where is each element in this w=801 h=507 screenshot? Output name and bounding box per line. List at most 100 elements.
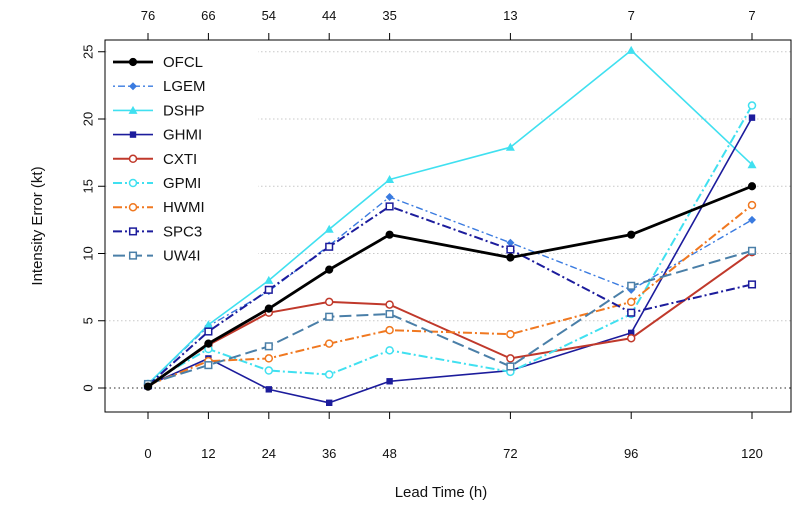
series-line xyxy=(147,117,753,404)
legend-marker xyxy=(129,131,137,138)
data-point xyxy=(747,246,757,255)
plot-frame xyxy=(104,39,792,413)
data-point xyxy=(385,325,394,335)
data-point xyxy=(747,200,757,210)
top-count-label: 35 xyxy=(382,8,396,23)
grid-lines xyxy=(105,51,791,389)
y-axis: 0 5 10 15 20 25 xyxy=(80,45,105,392)
x-tick-label: 96 xyxy=(624,446,638,461)
series-line xyxy=(147,249,753,385)
top-count-label: 13 xyxy=(503,8,517,23)
legend-label: LGEM xyxy=(163,78,206,95)
legend-marker xyxy=(128,105,138,114)
data-point xyxy=(506,238,515,247)
data-point xyxy=(264,366,274,375)
legend-marker xyxy=(128,251,138,260)
y-axis-title: Intensity Error (kt) xyxy=(29,166,46,285)
data-point xyxy=(385,202,394,211)
legend-marker xyxy=(128,57,138,67)
x-tick-label: 0 xyxy=(144,446,151,461)
data-point xyxy=(506,362,515,371)
series-line xyxy=(147,105,753,385)
data-point xyxy=(748,215,756,224)
data-point xyxy=(326,399,333,406)
y-tick-label: 0 xyxy=(80,384,95,391)
legend-item-ghmi: GHMI xyxy=(113,127,202,144)
data-point xyxy=(324,370,334,379)
data-point xyxy=(506,354,515,363)
legend-label: HWMI xyxy=(163,199,205,216)
legend-label: GHMI xyxy=(163,127,202,144)
legend-item-cxti: CXTI xyxy=(113,151,197,168)
x-tick-label: 72 xyxy=(503,446,517,461)
legend-label: SPC3 xyxy=(163,223,202,240)
series-line xyxy=(147,184,753,388)
data-point xyxy=(143,382,153,391)
data-point xyxy=(747,280,757,289)
top-count-label: 54 xyxy=(262,8,276,23)
data-point xyxy=(386,378,393,385)
data-point xyxy=(747,101,757,110)
x-tick-label: 24 xyxy=(262,446,276,461)
legend-item-hwmi: HWMI xyxy=(113,199,205,216)
legend-item-gpmi: GPMI xyxy=(113,175,201,192)
top-count-label: 66 xyxy=(201,8,215,23)
top-count-label: 76 xyxy=(141,8,155,23)
data-point xyxy=(264,304,273,313)
data-point xyxy=(385,309,394,319)
data-point xyxy=(264,275,274,284)
data-point xyxy=(325,242,334,251)
y-tick-label: 5 xyxy=(80,317,95,324)
top-count-label: 44 xyxy=(322,8,336,23)
series-lines xyxy=(143,45,757,406)
legend-label: CXTI xyxy=(163,151,197,168)
data-point xyxy=(505,142,515,151)
data-point xyxy=(325,265,334,274)
data-point xyxy=(626,45,636,54)
data-point xyxy=(627,308,636,317)
y-tick-label: 25 xyxy=(80,45,95,59)
legend-item-uw4i: UW4I xyxy=(113,248,201,265)
series-line xyxy=(147,49,753,385)
data-point xyxy=(748,114,756,121)
top-count-label: 7 xyxy=(628,8,635,23)
x-axis: 0 12 24 36 48 72 96 120 xyxy=(144,412,763,461)
data-point xyxy=(325,312,334,321)
data-point xyxy=(627,230,636,239)
data-point xyxy=(626,333,636,343)
legend-item-ofcl: OFCL xyxy=(113,54,203,71)
x-tick-label: 48 xyxy=(382,446,396,461)
x-tick-label: 120 xyxy=(741,446,763,461)
data-point xyxy=(506,253,515,262)
data-point xyxy=(385,175,395,184)
legend-label: OFCL xyxy=(163,54,203,71)
legend-marker xyxy=(128,178,138,188)
legend-marker xyxy=(128,154,138,164)
series-line xyxy=(147,251,753,387)
data-point xyxy=(264,354,274,363)
legend: OFCL LGEM DSHP GHMI CXTI GPMI HWMI SPC3 UW4I xyxy=(108,44,258,272)
legend-item-lgem: LGEM xyxy=(113,78,206,95)
legend-item-dshp: DSHP xyxy=(113,102,205,119)
top-count-axis: 76 66 54 44 35 13 7 7 xyxy=(141,8,756,40)
legend-marker xyxy=(128,227,138,236)
legend-label: DSHP xyxy=(163,102,205,119)
data-point xyxy=(264,285,273,294)
y-tick-label: 15 xyxy=(80,179,95,193)
data-point xyxy=(627,281,636,290)
data-point xyxy=(264,342,273,351)
data-point xyxy=(265,386,272,393)
legend-item-spc3: SPC3 xyxy=(113,223,202,240)
legend-label: GPMI xyxy=(163,175,201,192)
data-point xyxy=(626,297,636,307)
series-line xyxy=(147,205,753,387)
data-point xyxy=(204,339,213,348)
legend-label: UW4I xyxy=(163,248,201,265)
data-point xyxy=(628,329,635,337)
data-point xyxy=(385,193,394,202)
data-point xyxy=(385,346,394,355)
series-line xyxy=(147,196,753,385)
x-tick-label: 12 xyxy=(201,446,215,461)
data-point xyxy=(204,327,213,336)
